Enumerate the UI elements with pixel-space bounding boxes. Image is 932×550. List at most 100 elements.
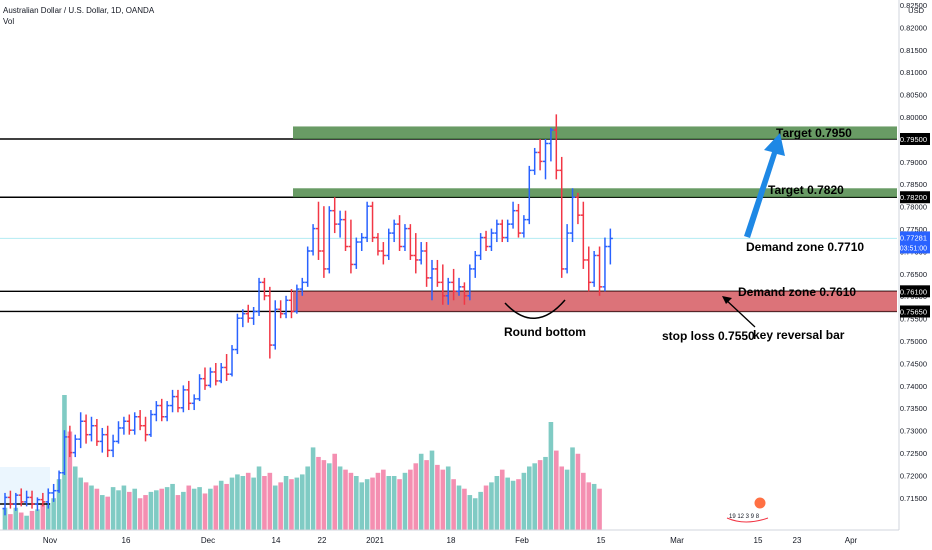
y-tick-label: 0.72000	[900, 471, 927, 480]
volume-bar	[483, 485, 489, 530]
level-tag-label: 0.75650	[900, 307, 927, 316]
annotation-demand-zone-0-7710: Demand zone 0.7710	[746, 240, 864, 254]
y-tick-label: 0.71500	[900, 494, 927, 503]
volume-bar	[208, 488, 213, 530]
volume-bar	[143, 495, 148, 530]
y-tick-label: 0.73000	[900, 427, 927, 436]
round-bottom-arc	[504, 299, 566, 319]
y-axis[interactable]: 0.82500 0.82000 0.81500 0.81000 0.80500 0.800…	[898, 0, 930, 530]
target-arrow	[744, 133, 785, 238]
volume-bar	[278, 482, 283, 530]
y-tick-label: 0.74000	[900, 382, 927, 391]
event-bracket	[726, 517, 769, 523]
volume-bar	[240, 476, 246, 530]
y-tick-label: 0.79000	[900, 158, 927, 167]
volume-bar	[267, 472, 273, 530]
volume-bar	[375, 472, 381, 530]
volume-bar	[310, 447, 316, 530]
volume-bar	[121, 485, 127, 530]
y-tick-label: 0.72500	[900, 449, 927, 458]
x-tick-label: Mar	[670, 536, 684, 545]
level-tag-bg	[900, 133, 930, 145]
volume-bar	[218, 480, 224, 530]
y-tick-label: 0.78000	[900, 203, 927, 212]
x-tick-label: 22	[318, 536, 327, 545]
volume-bar	[213, 485, 219, 530]
volume-label: Vol	[3, 17, 15, 26]
volume-bar	[132, 488, 138, 530]
y-tick-label: 0.81500	[900, 46, 927, 55]
volume-bar	[67, 431, 73, 530]
volume-bar	[2, 507, 8, 530]
volume-bar	[505, 477, 510, 530]
y-tick-label: 0.74500	[900, 359, 927, 368]
chart-title: Australian Dollar / U.S. Dollar, 1D, OAN…	[3, 6, 155, 15]
volume-bar	[472, 498, 478, 530]
y-tick-label: 0.73500	[900, 404, 927, 413]
x-tick-label: 14	[272, 536, 281, 545]
volume-bar	[359, 482, 365, 530]
volume-bar	[402, 472, 408, 530]
x-tick-label: Dec	[201, 536, 215, 545]
x-axis[interactable]: Nov 16 Dec 14 22 2021 18 Feb 15 Mar 15 23 Apr	[0, 529, 899, 545]
level-tag-bg	[900, 305, 930, 318]
level-tag-label: 0.79500	[900, 135, 927, 144]
volume-bar	[202, 493, 208, 530]
current-price-value: 0.77281	[900, 233, 927, 242]
volume-bar	[521, 472, 527, 530]
volume-bar	[89, 485, 94, 530]
volume-bar	[532, 463, 537, 530]
volume-bar	[294, 477, 300, 530]
volume-bar	[327, 463, 332, 530]
volume-bar	[559, 466, 565, 530]
volume-bar	[445, 466, 451, 530]
annotation-demand-zone-0-7610: Demand zone 0.7610	[738, 285, 856, 299]
volume-bar	[159, 488, 165, 530]
volume-bar	[72, 466, 78, 530]
volume-bar	[386, 476, 392, 530]
volume-bar	[418, 453, 424, 530]
volume-bar	[94, 488, 100, 530]
volume-bar	[191, 488, 197, 530]
volume-bar	[337, 466, 343, 530]
volume-layer	[0, 395, 602, 530]
event-icon	[753, 496, 767, 510]
y-tick-label: 0.82500	[900, 1, 927, 10]
volume-bar	[332, 453, 338, 530]
volume-bar	[105, 496, 110, 530]
volume-bar	[354, 476, 359, 530]
volume-bar	[364, 479, 370, 530]
volume-bar	[272, 485, 278, 530]
zone-rect	[293, 126, 897, 139]
volume-bar	[397, 479, 402, 530]
y-tick-label: 0.75000	[900, 337, 927, 346]
volume-bar	[316, 456, 321, 530]
key-reversal-arrow-head	[722, 296, 732, 304]
annotation-stop-loss-0-7550: stop loss 0.7550	[662, 329, 755, 343]
volume-bar	[537, 460, 543, 530]
y-tick-label: 0.78500	[900, 180, 927, 189]
event-markers: 19 12 3 9 8	[729, 514, 760, 520]
annotation-target-0-7950: Target 0.7950	[776, 126, 852, 140]
volume-bar	[456, 485, 462, 530]
volume-bar	[478, 491, 483, 530]
x-tick-label: Feb	[515, 536, 529, 545]
volume-bar	[35, 509, 40, 530]
volume-bar	[381, 469, 386, 530]
y-tick-label: 0.75500	[900, 315, 927, 324]
x-tick-label: 16	[122, 536, 131, 545]
volume-bar	[256, 466, 262, 530]
volume-bar	[429, 450, 435, 530]
current-price-tag	[900, 231, 930, 254]
volume-bar	[51, 498, 56, 530]
volume-bar	[186, 485, 192, 530]
volume-bar	[321, 460, 327, 530]
x-tick-label: Nov	[43, 536, 57, 545]
volume-bar	[413, 463, 419, 530]
level-tag-bg	[900, 285, 930, 298]
volume-bar	[40, 504, 46, 530]
volume-bar	[24, 515, 29, 530]
x-tick-label: 23	[793, 536, 802, 545]
volume-bar	[570, 447, 575, 530]
